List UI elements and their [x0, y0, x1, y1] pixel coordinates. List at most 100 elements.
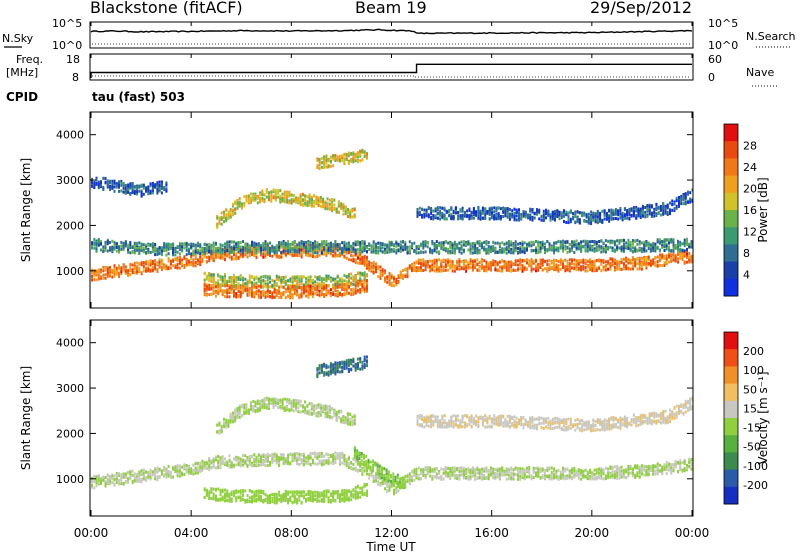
power-cell-band-1	[260, 278, 262, 282]
power-cell-band-0	[485, 269, 488, 273]
power-cell-band-5	[554, 209, 556, 213]
power-cell-band-0	[149, 260, 152, 264]
power-cell-band-0	[674, 259, 677, 263]
power-cell-band-1	[314, 280, 317, 284]
power-cell-band-5	[416, 211, 419, 215]
power-cell-band-0	[670, 260, 673, 264]
power-cell-band-5	[551, 211, 554, 214]
power-cell-band-6	[118, 183, 120, 187]
power-cell-band-0	[453, 267, 456, 271]
power-cell-band-0	[679, 256, 682, 260]
power-cell-band-0	[532, 267, 535, 271]
power-cell-band-7	[253, 251, 256, 255]
power-cell-band-7	[381, 246, 384, 250]
power-cell-band-5	[515, 214, 518, 218]
power-cell-band-7	[402, 246, 404, 249]
power-cell-band-5	[682, 193, 685, 196]
power-cell-band-0	[347, 250, 350, 254]
power-cell-band-2	[350, 288, 353, 292]
power-cell-band-2	[264, 295, 267, 299]
power-cell-band-1	[311, 280, 314, 284]
power-cell-band-0	[210, 257, 213, 261]
power-cell-band-0	[634, 262, 637, 266]
power-cell-band-0	[201, 253, 204, 257]
power-cell-band-0	[426, 260, 429, 263]
power-cell-band-6	[91, 184, 93, 188]
power-cell-band-2	[266, 293, 269, 297]
power-cell-band-0	[145, 260, 148, 264]
power-cell-band-0	[638, 267, 641, 271]
power-cell-band-3	[277, 190, 280, 194]
power-cell-band-2	[325, 293, 328, 297]
power-cell-band-5	[518, 208, 520, 212]
power-cell-band-0	[221, 253, 224, 257]
power-cell-band-5	[441, 212, 444, 215]
power-cell-band-0	[390, 273, 393, 277]
power-cell-band-0	[512, 268, 515, 272]
power-cell-band-0	[334, 247, 337, 251]
power-cell-band-5	[592, 213, 595, 217]
power-cell-band-7	[395, 244, 398, 248]
power-cell-band-2	[212, 285, 215, 289]
power-cell-band-3	[322, 205, 325, 209]
power-cell-band-1	[334, 280, 337, 283]
power-cell-band-3	[238, 197, 241, 200]
power-cell-band-2	[336, 291, 339, 294]
power-cell-band-3	[254, 197, 257, 201]
power-cell-band-1	[289, 279, 292, 283]
power-cell-band-0	[478, 269, 481, 273]
power-cell-band-4	[359, 159, 362, 163]
power-cell-band-0	[118, 275, 120, 279]
power-cell-band-0	[176, 266, 179, 270]
power-cell-band-5	[639, 210, 642, 214]
power-cell-band-4	[350, 159, 353, 163]
power-cell-band-3	[324, 201, 327, 205]
power-cell-band-5	[508, 217, 511, 221]
power-cell-band-2	[323, 287, 326, 291]
power-cell-band-2	[338, 292, 341, 295]
power-cell-band-0	[262, 255, 265, 259]
power-cell-band-3	[315, 196, 318, 199]
power-cell-band-1	[239, 275, 242, 279]
power-cell-band-7	[205, 245, 208, 249]
power-cell-band-5	[648, 207, 651, 211]
power-cell-band-0	[251, 250, 253, 254]
power-cell-band-3	[319, 204, 322, 208]
power-cell-band-7	[366, 246, 368, 250]
power-cell-band-7	[102, 245, 105, 249]
power-cell-band-0	[573, 258, 576, 262]
power-cell-band-3	[225, 213, 228, 217]
power-cell-band-7	[363, 240, 366, 244]
power-cell-band-1	[269, 280, 271, 284]
power-cell-band-0	[280, 255, 283, 259]
power-cell-band-3	[295, 200, 298, 204]
power-cell-band-0	[181, 258, 184, 262]
power-cell-band-7	[176, 250, 179, 254]
power-cell-band-7	[129, 251, 132, 255]
power-cell-band-7	[287, 243, 290, 247]
power-cell-band-6	[165, 189, 168, 193]
power-cell-band-7	[462, 240, 465, 244]
power-cell-band-0	[649, 263, 652, 266]
power-cell-band-5	[664, 209, 667, 213]
power-cell-band-0	[640, 261, 643, 265]
power-cell-band-0	[440, 259, 443, 263]
power-cell-band-7	[95, 245, 98, 249]
power-cell-band-7	[97, 243, 100, 247]
power-cell-band-7	[266, 243, 269, 247]
power-cell-band-6	[156, 181, 159, 185]
power-cell-band-1	[230, 277, 233, 281]
power-cell-band-0	[397, 274, 400, 278]
power-cell-band-0	[492, 259, 495, 263]
power-cell-band-7	[205, 248, 208, 252]
power-cell-band-7	[386, 248, 389, 252]
power-cell-band-5	[684, 196, 687, 200]
power-cell-band-7	[93, 243, 96, 247]
power-cell-band-7	[147, 251, 150, 255]
power-cell-band-0	[415, 266, 418, 270]
power-cell-band-0	[526, 258, 528, 262]
power-cell-band-5	[662, 208, 665, 212]
power-cell-band-1	[226, 279, 229, 283]
power-cell-band-6	[97, 182, 100, 186]
power-cell-band-7	[379, 244, 382, 248]
